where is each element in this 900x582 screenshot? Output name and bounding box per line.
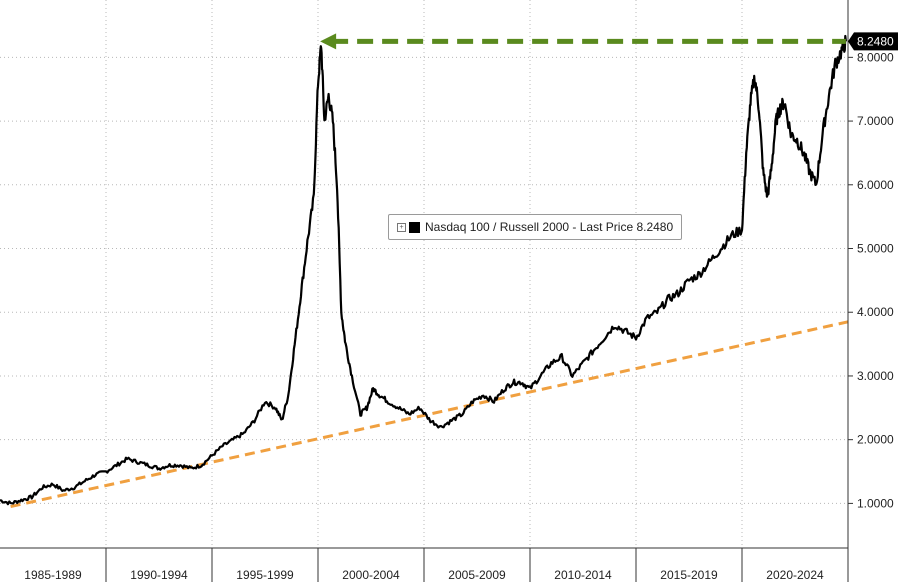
legend[interactable]: + Nasdaq 100 / Russell 2000 - Last Price… [388, 214, 683, 240]
last-price-label: 8.2480 [857, 34, 894, 48]
arrow-layer [320, 33, 846, 50]
x-axis-ticks: 1985-1989 1990-1994 1995-1999 2000-2004 2005… [24, 548, 824, 582]
legend-toggle-icon[interactable]: + [397, 222, 406, 232]
series-line-nasdaq-russell [0, 34, 847, 506]
last-price-tag [848, 32, 898, 51]
x-tick-label: 1995-1999 [236, 568, 294, 582]
y-axis-ticks: 1.0000 2.0000 3.0000 4.0000 5.0000 6.0000 7.00… [848, 50, 894, 510]
x-tick-label: 2000-2004 [342, 568, 400, 582]
y-tick-label: 3.0000 [857, 369, 894, 383]
x-tick-label: 1985-1989 [24, 568, 82, 582]
y-tick-label: 1.0000 [857, 496, 894, 510]
grid-layer [0, 0, 848, 548]
axis-layer [0, 0, 849, 582]
x-tick-label: 2005-2009 [448, 568, 506, 582]
x-tick-label: 1990-1994 [130, 568, 188, 582]
y-tick-label: 6.0000 [857, 178, 894, 192]
peak-comparison-arrowhead [320, 33, 337, 50]
x-tick-label: 2015-2019 [660, 568, 718, 582]
x-tick-label: 2020-2024 [766, 568, 824, 582]
y-tick-label: 5.0000 [857, 242, 894, 256]
legend-label: Nasdaq 100 / Russell 2000 - Last Price 8… [425, 220, 674, 234]
series-layer [0, 34, 847, 506]
y-tick-label: 8.0000 [857, 50, 894, 64]
trend-layer [10, 320, 849, 509]
trend-line [10, 320, 849, 509]
y-tick-label: 4.0000 [857, 305, 894, 319]
y-tick-label: 2.0000 [857, 433, 894, 447]
last-price-marker: 8.2480 [848, 32, 898, 51]
x-tick-label: 2010-2014 [554, 568, 612, 582]
legend-swatch-icon [409, 221, 420, 233]
y-tick-label: 7.0000 [857, 114, 894, 128]
